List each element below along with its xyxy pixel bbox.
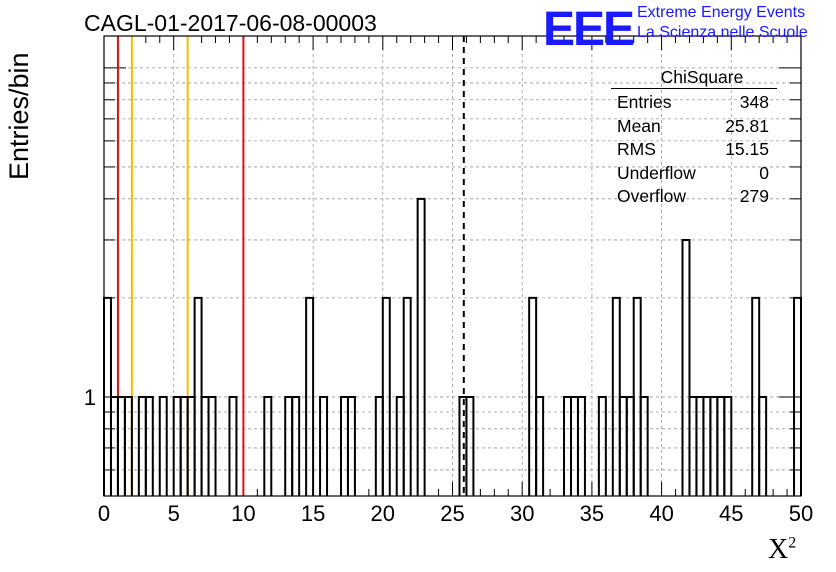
- stats-label: Overflow: [617, 186, 687, 206]
- histogram-bin: [681, 238, 691, 496]
- histogram-bin: [597, 395, 607, 496]
- histogram-bin: [639, 395, 649, 496]
- x-tick-label: 25: [440, 501, 464, 526]
- stats-value: 15.15: [725, 139, 769, 159]
- x-tick-label: 0: [98, 501, 110, 526]
- plot-frame: [103, 35, 802, 497]
- y-tick-label: 1: [84, 385, 96, 410]
- histogram-bin: [263, 395, 273, 496]
- histogram-bin: [305, 296, 315, 496]
- histogram-bin: [758, 395, 768, 496]
- x-tick-label: 35: [580, 501, 604, 526]
- histogram-bin: [207, 395, 217, 496]
- histogram-bin: [291, 395, 301, 496]
- stats-box: ChiSquare Entries 348 Mean 25.81 RMS 15.15 Und…: [611, 66, 777, 209]
- x-tick-label: 15: [301, 501, 325, 526]
- histogram-bin: [228, 395, 238, 496]
- stats-title: ChiSquare: [611, 66, 777, 89]
- histogram-bin: [346, 395, 356, 496]
- histogram-bin: [416, 197, 426, 496]
- histogram-bin: [319, 395, 329, 496]
- stats-row-overflow: Overflow 279: [611, 185, 777, 209]
- x-tick-label: 40: [649, 501, 673, 526]
- logo-caption-line1: Extreme Energy Events: [637, 4, 806, 21]
- stats-value: 0: [759, 162, 769, 183]
- histogram-bin: [158, 395, 168, 496]
- x-tick-label: 10: [231, 501, 255, 526]
- x-tick-label: 5: [168, 501, 180, 526]
- x-tick-label: 45: [719, 501, 743, 526]
- stats-label: RMS: [617, 139, 656, 159]
- x-axis-label-exponent: 2: [788, 534, 797, 552]
- stats-value: 279: [739, 186, 769, 206]
- histogram-bin: [144, 395, 154, 496]
- eee-logo: EEE: [543, 3, 635, 56]
- histogram-bin: [535, 395, 545, 496]
- histogram-bin: [402, 296, 412, 496]
- y-axis-label: Entries/bin: [4, 52, 34, 180]
- histogram-bin: [123, 395, 133, 496]
- grid-lines: [104, 36, 801, 497]
- stats-value: 25.81: [725, 115, 769, 136]
- stats-label: Mean: [617, 115, 661, 136]
- chart-title: CAGL-01-2017-06-08-00003: [84, 10, 377, 36]
- histogram-bin: [465, 395, 475, 496]
- histogram-bin: [576, 395, 586, 496]
- logo-caption: Extreme Energy Events La Scienza nelle S…: [637, 3, 808, 43]
- x-axis-label: X2: [768, 534, 796, 566]
- stats-label: Underflow: [617, 162, 696, 183]
- stats-rows: Entries 348 Mean 25.81 RMS 15.15 Underflow 0 Ove…: [611, 91, 777, 209]
- x-tick-label: 20: [371, 501, 395, 526]
- x-tick-label: 30: [510, 501, 534, 526]
- stats-row-underflow: Underflow 0: [611, 162, 777, 186]
- stats-row-rms: RMS 15.15: [611, 138, 777, 162]
- x-axis-label-base: X: [768, 534, 789, 565]
- stats-label: Entries: [617, 92, 672, 112]
- x-tick-label: 50: [789, 501, 813, 526]
- logo-caption-line2: La Scienza nelle Scuole: [637, 24, 808, 41]
- stats-row-mean: Mean 25.81: [611, 115, 777, 139]
- stats-row-entries: Entries 348: [611, 91, 777, 115]
- histogram-bin: [381, 296, 391, 496]
- histogram-bin: [723, 395, 733, 496]
- stats-value: 348: [739, 92, 769, 112]
